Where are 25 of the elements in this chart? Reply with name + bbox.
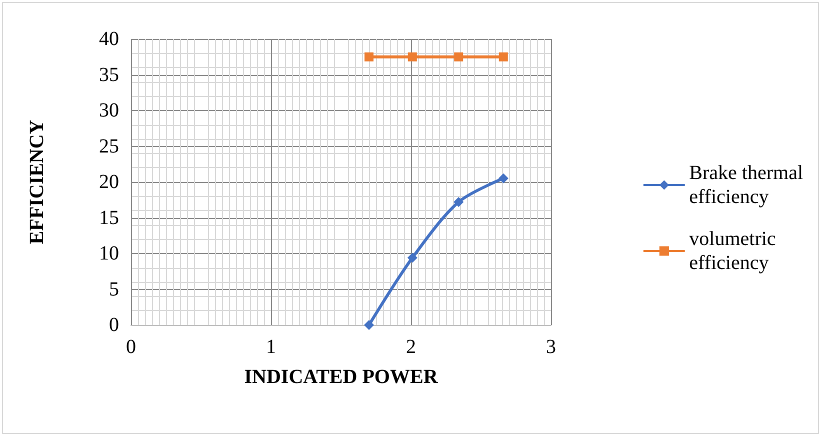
y-tick-label: 5 — [109, 278, 119, 300]
x-tick-label: 3 — [546, 336, 556, 358]
y-tick-label: 0 — [109, 314, 119, 336]
y-tick-label: 20 — [99, 171, 119, 193]
point — [408, 52, 417, 62]
legend-label: Brake thermal efficiency — [689, 162, 804, 208]
y-axis-title: EFFICIENCY — [26, 119, 48, 244]
x-tick-label: 2 — [406, 336, 416, 358]
legend-label: volumetric efficiency — [689, 228, 776, 274]
x-tick-label: 1 — [266, 336, 276, 358]
point — [364, 52, 374, 62]
point — [407, 252, 418, 263]
point — [454, 197, 464, 208]
y-tick-label: 35 — [99, 64, 119, 86]
point — [364, 320, 374, 330]
y-tick-label: 10 — [99, 242, 119, 264]
y-tick-label: 15 — [99, 206, 119, 229]
x-axis-title: INDICATED POWER — [244, 366, 438, 388]
point — [454, 52, 464, 62]
y-tick-label: 40 — [99, 28, 119, 50]
y-tick-label: 30 — [99, 100, 119, 122]
x-tick-label: 0 — [126, 336, 136, 358]
point — [498, 173, 508, 184]
y-tick-label: 25 — [99, 135, 119, 158]
point — [498, 52, 508, 62]
